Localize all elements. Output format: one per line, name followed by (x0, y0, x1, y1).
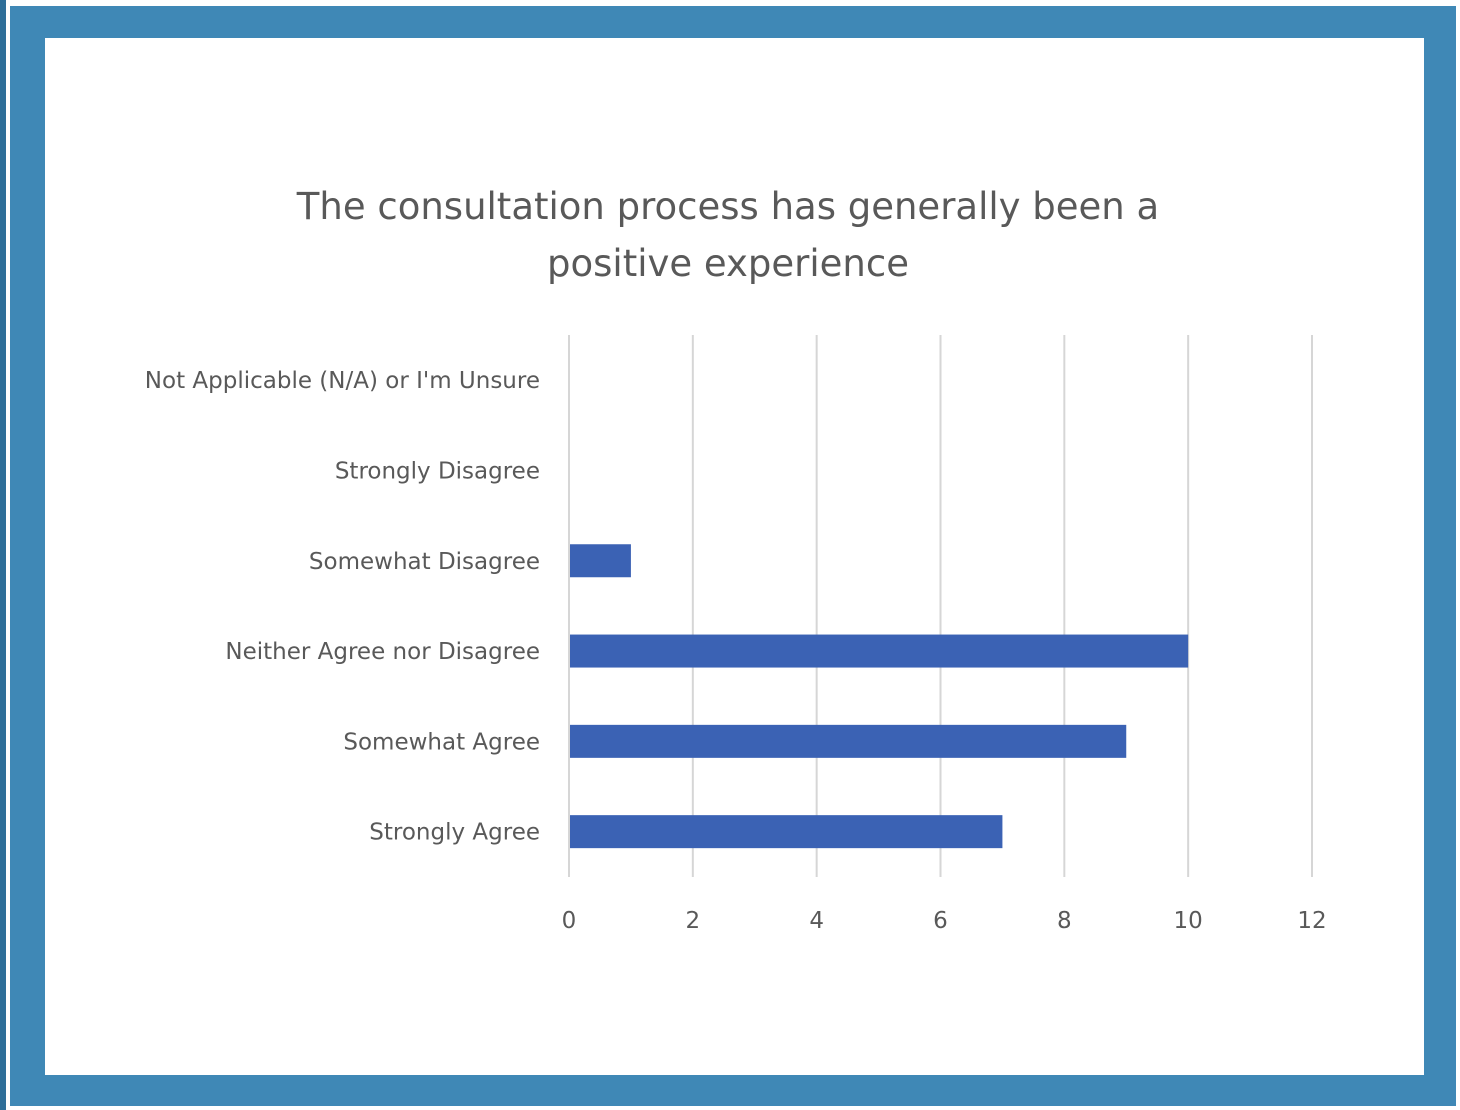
category-label: Not Applicable (N/A) or I'm Unsure (145, 368, 540, 394)
left-edge-strip (0, 0, 6, 1110)
chart-panel (45, 38, 1424, 1075)
x-tick-label: 12 (1297, 908, 1326, 934)
x-tick-labels: 0 2 4 6 8 10 12 (562, 908, 1327, 934)
category-labels: Not Applicable (N/A) or I'm Unsure Strong… (145, 368, 540, 846)
chart-title-line-2: positive experience (547, 242, 909, 285)
category-label: Strongly Disagree (335, 458, 540, 484)
gridlines (568, 335, 1313, 877)
bar (570, 815, 1003, 849)
chart-title-line-1: The consultation process has generally b… (296, 185, 1160, 228)
category-label: Strongly Agree (369, 820, 540, 846)
bar (570, 544, 631, 578)
bars (570, 544, 1189, 849)
category-label: Neither Agree nor Disagree (225, 639, 540, 665)
x-tick-label: 2 (686, 908, 701, 934)
chart-title: The consultation process has generally b… (0, 178, 1456, 292)
x-tick-label: 6 (933, 908, 948, 934)
x-tick-label: 4 (809, 908, 824, 934)
x-tick-label: 8 (1057, 908, 1072, 934)
category-label: Somewhat Agree (343, 729, 540, 755)
bar (570, 724, 1127, 758)
category-label: Somewhat Disagree (309, 549, 540, 575)
x-tick-label: 10 (1174, 908, 1203, 934)
bar (570, 634, 1189, 668)
x-tick-label: 0 (562, 908, 577, 934)
